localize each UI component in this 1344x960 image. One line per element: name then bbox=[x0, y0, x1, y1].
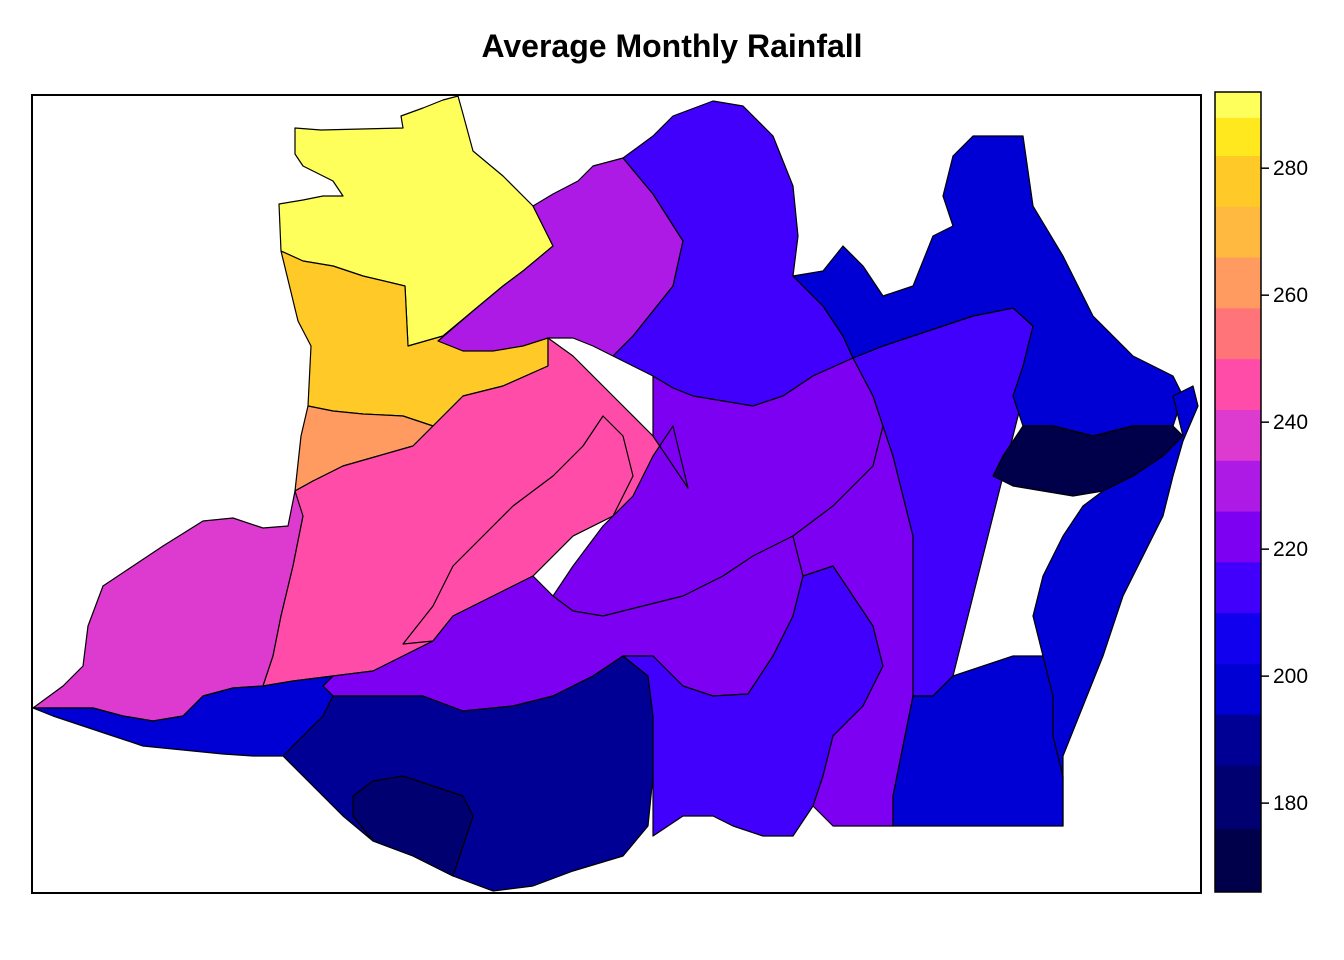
color-legend: 180 200 220 240 260 280 bbox=[1214, 91, 1308, 893]
legend-bin-13 bbox=[1215, 155, 1261, 207]
legend-tick-label: 180 bbox=[1273, 792, 1308, 815]
legend-bin-11 bbox=[1215, 257, 1261, 309]
legend-bin-8 bbox=[1215, 409, 1261, 461]
legend-bin-15 bbox=[1215, 92, 1261, 118]
legend-tick-label: 220 bbox=[1273, 538, 1308, 561]
legend-tick-label: 280 bbox=[1273, 157, 1308, 180]
legend-bin-6 bbox=[1215, 511, 1261, 563]
legend-border bbox=[1214, 91, 1262, 893]
legend-tick-label: 200 bbox=[1273, 665, 1308, 688]
legend-bin-3 bbox=[1215, 663, 1261, 715]
legend-bin-9 bbox=[1215, 358, 1261, 410]
region-south-deep bbox=[352, 775, 474, 877]
legend-bin-1 bbox=[1215, 765, 1261, 830]
legend-bin-2 bbox=[1215, 714, 1261, 766]
legend-bin-10 bbox=[1215, 307, 1261, 360]
legend-bin-12 bbox=[1215, 206, 1261, 258]
legend-bin-14 bbox=[1215, 117, 1261, 156]
legend-bin-7 bbox=[1215, 460, 1261, 512]
region-coast bbox=[1032, 385, 1199, 827]
legend-tick-label: 260 bbox=[1273, 284, 1308, 307]
map-title: Average Monthly Rainfall bbox=[481, 28, 863, 64]
map-frame bbox=[31, 94, 1202, 894]
legend-bin-5 bbox=[1215, 561, 1261, 614]
legend-tick-label: 240 bbox=[1273, 411, 1308, 434]
map-canvas bbox=[33, 96, 1199, 892]
legend-bin-4 bbox=[1215, 612, 1261, 664]
legend-bin-0 bbox=[1215, 828, 1261, 893]
